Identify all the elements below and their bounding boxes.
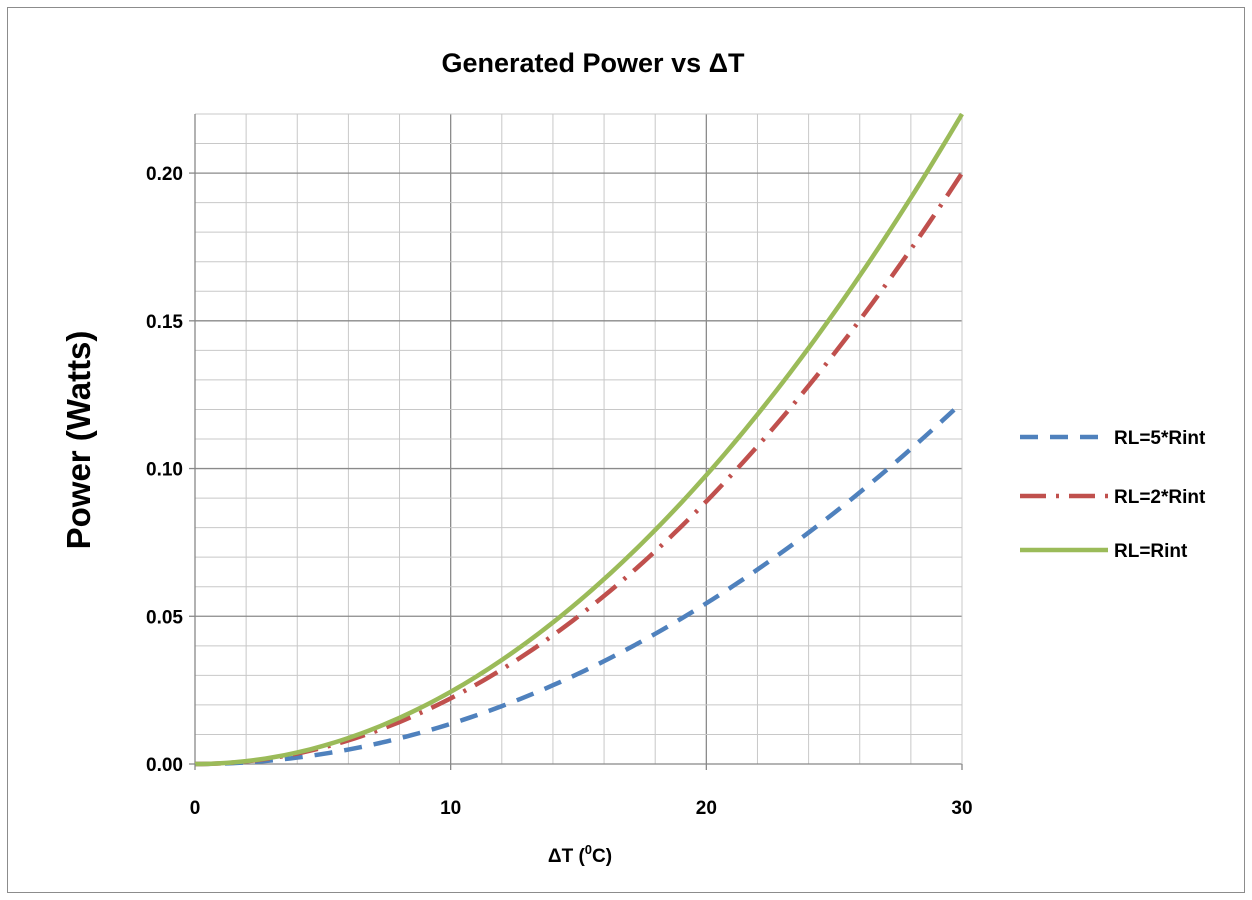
legend-label: RL=2*Rint [1114, 487, 1206, 508]
x-tick-label: 10 [440, 798, 461, 819]
x-tick-label: 30 [951, 798, 972, 819]
y-axis-ticks: 0.00 0.05 0.10 0.15 0.20 [146, 164, 195, 776]
x-tick-label: 20 [696, 798, 717, 819]
y-tick-label: 0.15 [146, 312, 183, 333]
series-group [194, 112, 964, 767]
x-axis-label-sup: 0 [585, 842, 592, 857]
legend-label: RL=Rint [1114, 541, 1188, 562]
series-line [194, 400, 964, 767]
y-tick-label: 0.00 [146, 755, 183, 776]
x-axis-label: ΔT (0C) [548, 842, 612, 867]
chart-frame [7, 7, 1245, 893]
y-tick-label: 0.20 [146, 164, 183, 185]
x-axis-ticks: 0 10 20 30 [190, 764, 973, 819]
grid [194, 113, 963, 765]
y-axis-label: Power (Watts) [60, 331, 97, 550]
y-tick-label: 0.05 [146, 607, 183, 628]
legend: RL=5*Rint RL=2*Rint RL=Rint [1020, 428, 1206, 562]
x-axis-label-end: C) [592, 846, 612, 867]
x-tick-label: 0 [190, 798, 201, 819]
legend-label: RL=5*Rint [1114, 428, 1206, 449]
y-tick-label: 0.10 [146, 460, 183, 481]
plot-area [194, 114, 963, 765]
chart-title: Generated Power vs ΔT [441, 48, 745, 78]
x-axis-label-main: ΔT ( [548, 846, 586, 867]
